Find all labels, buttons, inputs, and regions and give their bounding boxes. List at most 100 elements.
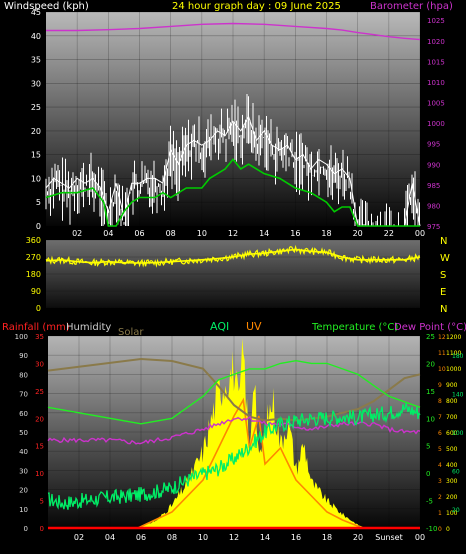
barometer-tick-label: 1020 <box>427 38 445 46</box>
barometer-tick-label: 1025 <box>427 17 445 25</box>
dewpoint-axis-title: Dew Point (°C) <box>394 322 466 333</box>
temperature-axis-title: Temperature (°C) <box>311 322 398 333</box>
uv-tick-label: 11 <box>438 350 446 357</box>
rainfall-tick-label: 5 <box>40 498 44 506</box>
temperature-tick-label: -5 <box>426 498 433 506</box>
solar-tick-label: 800 <box>446 398 458 405</box>
solar-tick-label: 500 <box>446 446 458 453</box>
solar-tick-label: 600 <box>446 430 458 437</box>
aqi-tick-label: 60 <box>452 468 460 475</box>
wind-x-tick-label: 04 <box>103 229 113 238</box>
barometer-tick-label: 980 <box>427 202 440 210</box>
temperature-tick-label: 20 <box>426 360 435 368</box>
wind-x-tick-label: 00 <box>415 229 425 238</box>
compass-label: S <box>440 270 446 281</box>
wind-tick-label: 10 <box>31 174 41 183</box>
compass-label: N <box>440 236 447 247</box>
wind-x-tick-label: 22 <box>384 229 394 238</box>
aqi-tick-label: 180 <box>452 353 464 360</box>
solar-tick-label: 400 <box>446 462 458 469</box>
compass-label: E <box>440 287 446 298</box>
uv-tick-label: 10 <box>438 366 446 373</box>
solar-tick-label: 0 <box>446 526 450 533</box>
uv-tick-label: 7 <box>438 414 442 421</box>
temp-x-tick-label: 06 <box>136 533 146 542</box>
temp-x-tick-label: 12 <box>229 533 239 542</box>
graph-title: 24 hour graph day : 09 June 2025 <box>172 1 341 12</box>
uv-tick-label: 8 <box>438 398 442 405</box>
humidity-tick-label: 70 <box>19 391 28 399</box>
solar-tick-label: 200 <box>446 494 458 501</box>
rainfall-tick-label: 25 <box>35 388 44 396</box>
aqi-tick-label: 100 <box>452 430 464 437</box>
wind-tick-label: 15 <box>31 151 41 160</box>
barometer-tick-label: 1005 <box>427 100 445 108</box>
windspeed-axis-title: Windspeed (kph) <box>4 1 89 12</box>
uv-tick-label: 6 <box>438 430 442 437</box>
humidity-tick-label: 60 <box>19 410 28 418</box>
temp-x-tick-label: 16 <box>291 533 301 542</box>
humidity-tick-label: 50 <box>19 429 28 437</box>
temp-x-tick-label: 04 <box>105 533 115 542</box>
wind-tick-label: 25 <box>31 103 41 112</box>
solar-tick-label: 700 <box>446 414 458 421</box>
temperature-tick-label: 0 <box>426 470 430 478</box>
wind-x-tick-label: 10 <box>197 229 207 238</box>
barometer-tick-label: 985 <box>427 182 440 190</box>
compass-label: W <box>440 253 450 264</box>
wind-tick-label: 5 <box>36 198 41 207</box>
uv-axis-title: UV <box>246 320 262 333</box>
temp-x-tick-label: 18 <box>322 533 332 542</box>
direction-tick-label: 0 <box>36 304 41 313</box>
direction-tick-label: 270 <box>26 253 41 262</box>
wind-average-line <box>45 158 420 227</box>
aqi-axis-title: AQI <box>210 320 229 333</box>
barometer-tick-label: 1015 <box>427 58 445 66</box>
temperature-line <box>47 359 421 425</box>
uv-tick-label: 12 <box>438 334 446 341</box>
wind-tick-label: 30 <box>31 79 41 88</box>
barometer-tick-label: 1010 <box>427 79 445 87</box>
humidity-axis-title: Humidity <box>66 322 111 333</box>
temp-x-tick-label: 10 <box>198 533 208 542</box>
wind-tick-label: 20 <box>31 127 41 136</box>
wind-tick-label: 0 <box>36 222 41 231</box>
temperature-tick-label: 15 <box>426 388 435 396</box>
humidity-tick-label: 10 <box>19 506 28 514</box>
solar-tick-label: 100 <box>446 510 458 517</box>
temperature-tick-label: -10 <box>426 525 437 533</box>
barometer-tick-label: 975 <box>427 223 440 231</box>
barometer-line <box>46 22 421 41</box>
wind-x-tick-label: 02 <box>72 229 82 238</box>
wind-plot-area <box>46 12 420 226</box>
rainfall-tick-label: 10 <box>35 470 44 478</box>
direction-tick-label: 90 <box>31 287 41 296</box>
wind-x-tick-label: 20 <box>353 229 363 238</box>
windspeed-line <box>45 115 421 227</box>
aqi-line <box>47 403 421 510</box>
dewpoint-line <box>47 415 421 445</box>
temp-x-tick-label: 20 <box>353 533 363 542</box>
temperature-tick-label: 10 <box>426 415 435 423</box>
uv-tick-label: 0 <box>438 526 442 533</box>
barometer-tick-label: 1000 <box>427 120 445 128</box>
uv-tick-label: 1 <box>438 510 442 517</box>
humidity-tick-label: 90 <box>19 352 28 360</box>
rainfall-tick-label: 35 <box>35 333 44 341</box>
temp-x-tick-label: 02 <box>74 533 84 542</box>
wind-tick-label: 35 <box>31 56 41 65</box>
humidity-tick-label: 40 <box>19 448 28 456</box>
humidity-tick-label: 0 <box>24 525 28 533</box>
uv-tick-label: 5 <box>438 446 442 453</box>
humidity-line <box>47 357 421 422</box>
rainfall-axis-title: Rainfall (mm) <box>2 322 70 333</box>
temp-x-tick-label: 08 <box>167 533 177 542</box>
humidity-tick-label: 80 <box>19 371 28 379</box>
rainfall-tick-label: 0 <box>40 525 44 533</box>
compass-label: N <box>440 304 447 315</box>
wind-x-tick-label: 16 <box>290 229 300 238</box>
temp-x-tick-label: Sunset <box>375 533 402 542</box>
rainfall-tick-label: 30 <box>35 360 44 368</box>
uv-tick-label: 9 <box>438 382 442 389</box>
